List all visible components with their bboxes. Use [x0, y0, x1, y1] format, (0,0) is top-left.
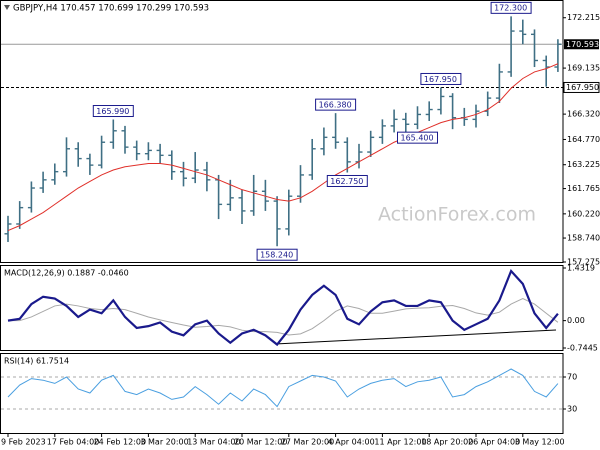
- annotation-box: [420, 72, 462, 85]
- x-tick-label: 11 Apr 12:00: [374, 438, 426, 447]
- annotation-label: 172.300: [494, 4, 527, 13]
- watermark: ActionForex.com: [378, 204, 536, 226]
- annotation-box: [490, 1, 532, 14]
- x-tick-label: 3 May 12:00: [515, 438, 565, 447]
- macd-signal: [8, 298, 559, 336]
- y-tick-label: 166.320: [567, 110, 600, 119]
- x-tick-label: 18 Apr 20:00: [421, 438, 473, 447]
- annotation-label: 167.950: [424, 75, 457, 84]
- annotation-label: 162.750: [330, 177, 363, 186]
- annotation-label: 166.380: [319, 100, 352, 109]
- rsi-panel: [0, 353, 564, 434]
- y-tick-label: 158.740: [567, 234, 600, 243]
- x-tick-label: 17 Feb 04:00: [47, 438, 99, 447]
- moving-average: [7, 63, 559, 231]
- x-tick-label: 27 Mar 20:00: [281, 438, 334, 447]
- y-tick-label: 172.215: [567, 13, 600, 22]
- macd-panel: [0, 265, 564, 351]
- x-tick-label: 9 Feb 2023: [1, 438, 46, 447]
- main-panel: [0, 0, 564, 263]
- y-tick-label: 1.4319: [567, 264, 595, 273]
- macd-trend-line: [274, 329, 557, 345]
- symbol-icon: [4, 5, 10, 10]
- y-tick-label: 161.765: [567, 184, 600, 193]
- annotation-box: [315, 98, 357, 111]
- last-price-label: 170.593: [566, 40, 599, 49]
- annotation-label: 165.990: [96, 107, 129, 116]
- rsi-line: [7, 368, 559, 408]
- y-tick-label: 164.770: [567, 135, 600, 144]
- y-tick-label: 30: [567, 405, 577, 414]
- rsi-title: RSI(14) 61.7514: [4, 357, 69, 366]
- macd-title: MACD(12,26,9) 0.1887 -0.0460: [4, 269, 129, 278]
- y-tick-label: 157.275: [567, 258, 600, 267]
- x-tick-label: 26 Apr 04:00: [468, 438, 520, 447]
- annotation-box: [397, 131, 438, 144]
- x-tick-label: 13 Mar 04:00: [187, 438, 240, 447]
- annotation-box: [326, 174, 368, 187]
- last-price-box: [564, 39, 599, 50]
- macd-line: [7, 268, 559, 347]
- level-label: 167.950: [566, 83, 599, 92]
- x-tick-label: 4 Apr 04:00: [328, 438, 375, 447]
- level-box: [563, 81, 600, 93]
- y-tick-label: 160.220: [567, 209, 600, 218]
- y-tick-label: 163.225: [567, 160, 600, 169]
- x-tick-label: 3 Mar 20:00: [140, 438, 188, 447]
- annotation-label: 158.240: [260, 251, 293, 260]
- y-tick-label: 70: [567, 373, 577, 382]
- annotation-label: 165.400: [401, 133, 434, 142]
- y-tick-label: -0.7445: [567, 344, 598, 353]
- y-tick-label: 0.00: [567, 316, 585, 325]
- y-tick-label: 169.135: [567, 64, 600, 73]
- chart-title: GBPJPY,H4 170.457 170.699 170.299 170.59…: [13, 4, 209, 14]
- annotation-box: [92, 105, 134, 118]
- annotation-box: [256, 248, 298, 261]
- x-tick-label: 24 Feb 12:00: [94, 438, 146, 447]
- x-tick-label: 20 Mar 12:00: [234, 438, 287, 447]
